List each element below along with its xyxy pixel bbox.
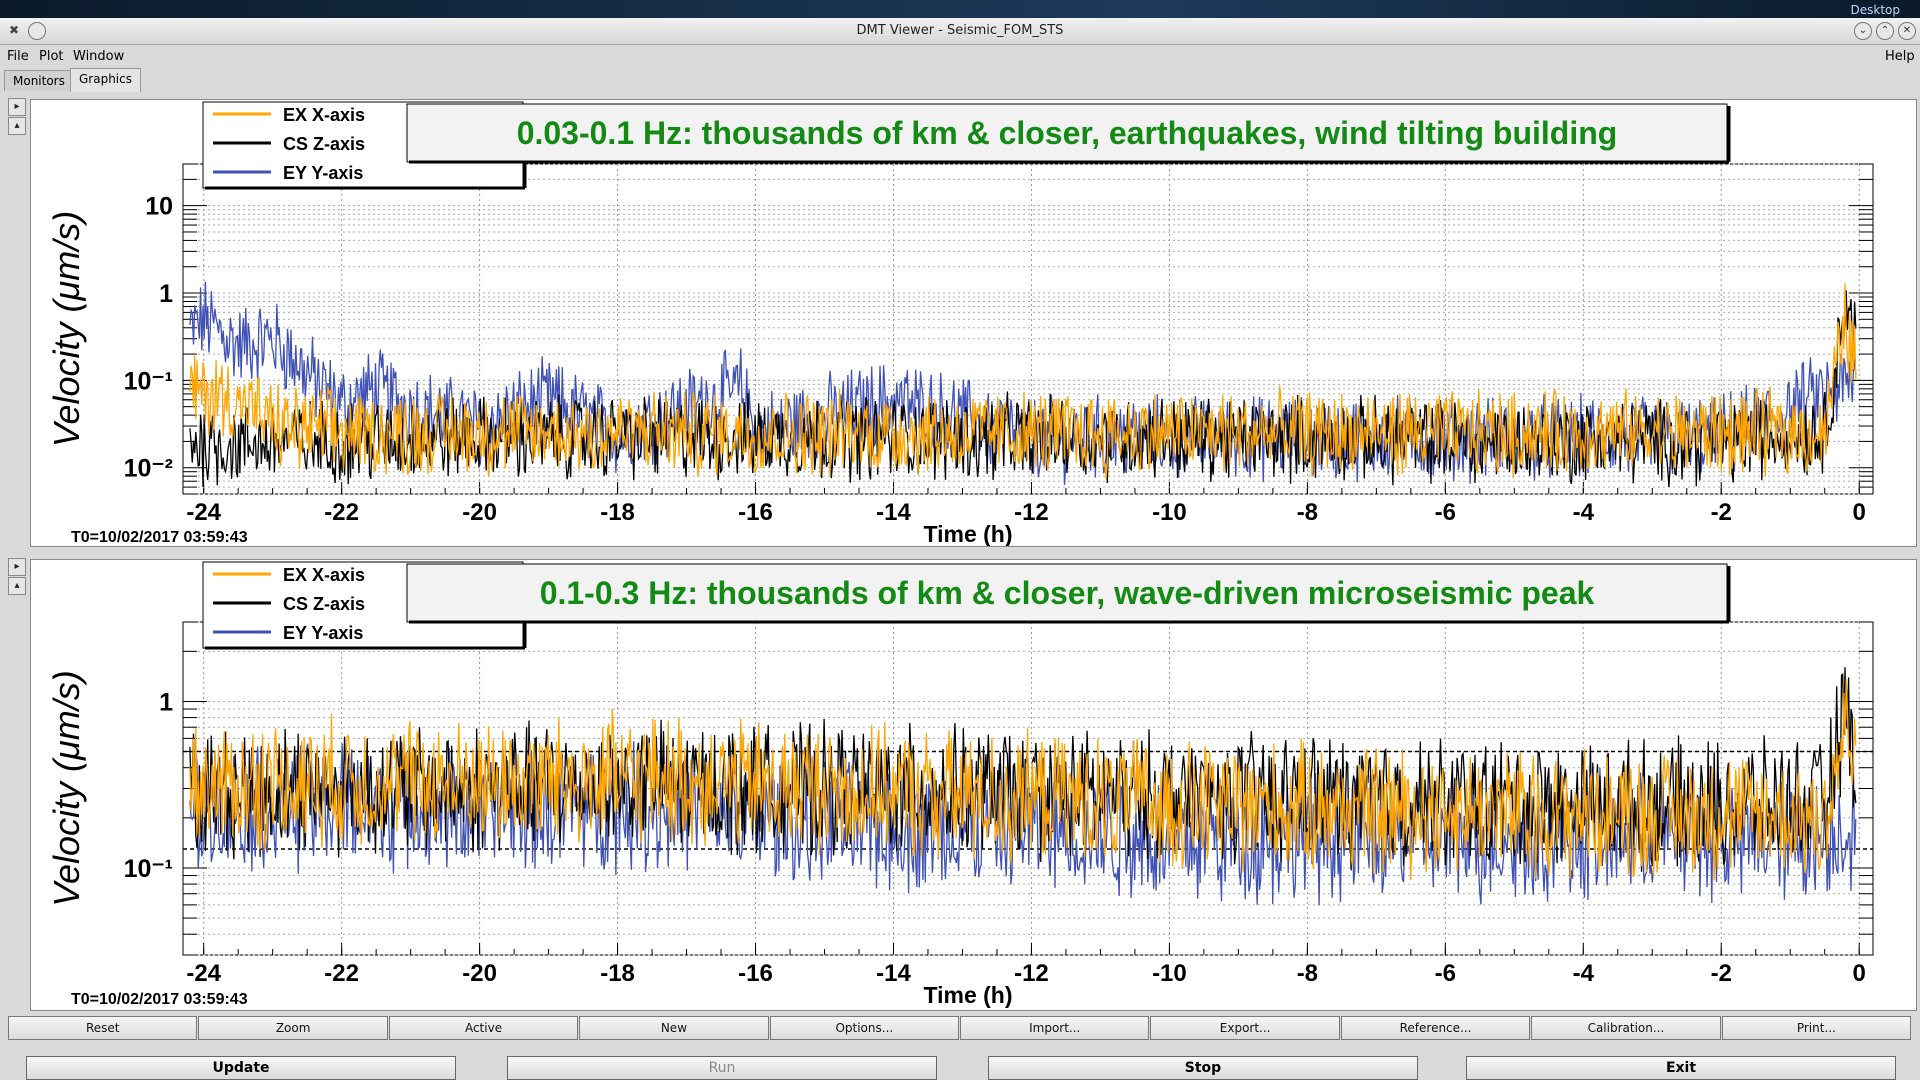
x-tick-label: -4 — [1573, 499, 1595, 526]
import-button[interactable]: Import... — [960, 1016, 1150, 1040]
stop-button[interactable]: Stop — [988, 1056, 1418, 1080]
y-tick-label: 10⁻¹ — [124, 367, 173, 395]
y-axis-label: Velocity (μm/s) — [46, 670, 87, 906]
calibration-button[interactable]: Calibration... — [1531, 1016, 1721, 1040]
series-group — [189, 281, 1857, 488]
x-tick-label: -16 — [738, 960, 773, 987]
panel2-scroll-right-icon[interactable]: ▸ — [8, 558, 26, 576]
maximize-icon[interactable]: ⌃ — [1876, 22, 1894, 40]
legend-label: EY Y-axis — [283, 163, 363, 183]
plot-panel-2[interactable]: -24 -22 -20 -18 -16 -14 -12 -10 -8 -6 -4 -2 0 1 10⁻¹ Ti… — [30, 559, 1917, 1011]
x-axis-label: Time (h) — [923, 982, 1012, 1008]
legend-label: CS Z-axis — [283, 134, 365, 154]
title-banner: 0.1-0.3 Hz: thousands of km & closer, wa… — [406, 563, 1731, 624]
x-tick-label: -24 — [186, 960, 221, 987]
x-tick-label: -10 — [1152, 960, 1187, 987]
legend-label: EY Y-axis — [283, 623, 363, 643]
x-axis-label: Time (h) — [923, 521, 1012, 546]
desktop-top-strip: Desktop — [0, 0, 1920, 18]
x-tick-label: -20 — [462, 960, 497, 987]
window-menu-icon[interactable] — [28, 22, 46, 40]
x-tick-label: -6 — [1435, 960, 1456, 987]
x-tick-label: -12 — [1014, 960, 1049, 987]
legend-label: CS Z-axis — [283, 594, 365, 614]
panel1-scroll-right-icon[interactable]: ▸ — [8, 98, 26, 116]
control-button-row: Update Run Stop Exit — [26, 1056, 1896, 1080]
menu-help[interactable]: Help — [1885, 49, 1915, 64]
t0-label: T0=10/02/2017 03:59:43 — [71, 529, 248, 546]
x-tick-label: -12 — [1014, 499, 1049, 526]
options-button[interactable]: Options... — [769, 1016, 960, 1040]
series-line-ex-x-axis — [189, 679, 1857, 881]
x-tick-label: -14 — [876, 499, 911, 526]
x-tick-label: -22 — [324, 960, 359, 987]
close-icon[interactable]: ✕ — [1898, 22, 1916, 40]
window-titlebar[interactable]: ✖ DMT Viewer - Seismic_FOM_STS ⌄ ⌃ ✕ — [0, 18, 1920, 45]
update-button[interactable]: Update — [26, 1056, 456, 1080]
panel1-scroll-up-icon[interactable]: ▴ — [8, 117, 26, 135]
x-tick-label: 0 — [1853, 960, 1866, 987]
desktop-label[interactable]: Desktop — [1850, 3, 1901, 17]
x-tick-label: -18 — [600, 960, 635, 987]
series-group — [189, 667, 1857, 906]
x-tick-label: -6 — [1435, 499, 1456, 526]
legend-label: EX X-axis — [283, 565, 365, 585]
reset-button[interactable]: Reset — [8, 1016, 198, 1040]
menu-bar: File Plot Window Help — [0, 46, 1920, 66]
legend-label: EX X-axis — [283, 105, 365, 125]
x-tick-label: -24 — [186, 499, 221, 526]
menu-plot[interactable]: Plot — [39, 49, 64, 64]
title-box — [406, 103, 1728, 163]
app-icon[interactable]: ✖ — [8, 23, 20, 37]
x-tick-label: -8 — [1297, 960, 1318, 987]
y-tick-label: 10 — [145, 193, 173, 221]
tab-monitors[interactable]: Monitors — [4, 70, 74, 91]
exit-button[interactable]: Exit — [1466, 1056, 1896, 1080]
x-tick-label: -8 — [1297, 499, 1318, 526]
export-button[interactable]: Export... — [1150, 1016, 1340, 1040]
y-tick-label: 1 — [159, 688, 173, 716]
panel2-scroll-up-icon[interactable]: ▴ — [8, 577, 26, 595]
y-tick-label: 1 — [159, 280, 173, 308]
x-tick-label: -18 — [600, 499, 635, 526]
x-tick-label: -4 — [1573, 960, 1595, 987]
title-box — [406, 563, 1728, 623]
series-line-ex-x-axis — [189, 283, 1857, 480]
plot-button-row: Reset Zoom Active New Options... Import.… — [8, 1016, 1912, 1040]
x-tick-label: -14 — [876, 960, 911, 987]
minimize-icon[interactable]: ⌄ — [1854, 22, 1872, 40]
reference-button[interactable]: Reference... — [1340, 1016, 1531, 1040]
chart-1[interactable]: -24 -22 -20 -18 -16 -14 -12 -10 -8 -6 -4 -2 010110⁻¹… — [31, 100, 1916, 547]
menu-window[interactable]: Window — [73, 49, 125, 64]
y-tick-label: 10⁻² — [124, 455, 173, 483]
chart-2[interactable]: -24 -22 -20 -18 -16 -14 -12 -10 -8 -6 -4 -2 0110⁻¹Ti… — [31, 560, 1916, 1010]
zoom-button[interactable]: Zoom — [198, 1016, 388, 1040]
plot-panel-1[interactable]: -24 -22 -20 -18 -16 -14 -12 -10 -8 -6 -4 -2 0 10 1 10⁻¹… — [30, 99, 1917, 547]
run-button[interactable]: Run — [507, 1056, 937, 1080]
menu-file[interactable]: File — [7, 49, 29, 64]
x-tick-label: -20 — [462, 499, 497, 526]
tab-graphics[interactable]: Graphics — [70, 68, 141, 92]
y-tick-label: 10⁻¹ — [124, 855, 173, 883]
window-title: DMT Viewer - Seismic_FOM_STS — [856, 23, 1064, 38]
title-banner: 0.03-0.1 Hz: thousands of km & closer, e… — [406, 103, 1731, 164]
chart-title: 0.1-0.3 Hz: thousands of km & closer, wa… — [540, 575, 1595, 611]
new-button[interactable]: New — [579, 1016, 769, 1040]
x-tick-label: -2 — [1711, 499, 1732, 526]
x-tick-label: -16 — [738, 499, 773, 526]
print-button[interactable]: Print... — [1721, 1016, 1912, 1040]
y-axis-label: Velocity (μm/s) — [46, 211, 87, 447]
x-tick-label: -10 — [1152, 499, 1187, 526]
x-tick-label: -2 — [1711, 960, 1732, 987]
x-tick-label: -22 — [324, 499, 359, 526]
t0-label: T0=10/02/2017 03:59:43 — [71, 991, 248, 1008]
active-button[interactable]: Active — [388, 1016, 579, 1040]
chart-title: 0.03-0.1 Hz: thousands of km & closer, e… — [517, 115, 1618, 151]
x-tick-label: 0 — [1853, 499, 1866, 526]
